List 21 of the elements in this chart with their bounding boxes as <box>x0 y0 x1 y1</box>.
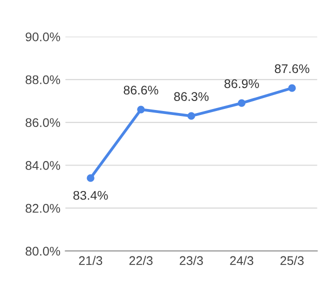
y-tick-label: 88.0% <box>26 75 60 84</box>
data-label: 87.6% <box>274 64 310 74</box>
point <box>137 106 145 114</box>
point <box>86 174 94 182</box>
data-label: 83.4% <box>73 190 108 200</box>
x-tick-label: 23/3 <box>180 256 203 266</box>
data-label: 86.3% <box>174 92 209 101</box>
y-tick-label: 86.0% <box>26 118 60 128</box>
x-tick-label: 21/3 <box>79 256 102 266</box>
y-tick-label: 82.0% <box>26 204 60 213</box>
x-tick-label: 22/3 <box>129 256 153 266</box>
y-tick-label: 84.0% <box>26 161 60 170</box>
data-label: 86.6% <box>124 86 158 95</box>
x-tick-label: 24/3 <box>230 256 254 266</box>
y-tick-label: 80.0% <box>26 246 60 256</box>
y-tick-label: 90.0% <box>26 32 60 42</box>
point <box>187 112 196 120</box>
point <box>288 84 296 92</box>
data-label: 86.9% <box>224 79 259 88</box>
x-tick-label: 25/3 <box>280 256 304 266</box>
point <box>238 99 246 107</box>
